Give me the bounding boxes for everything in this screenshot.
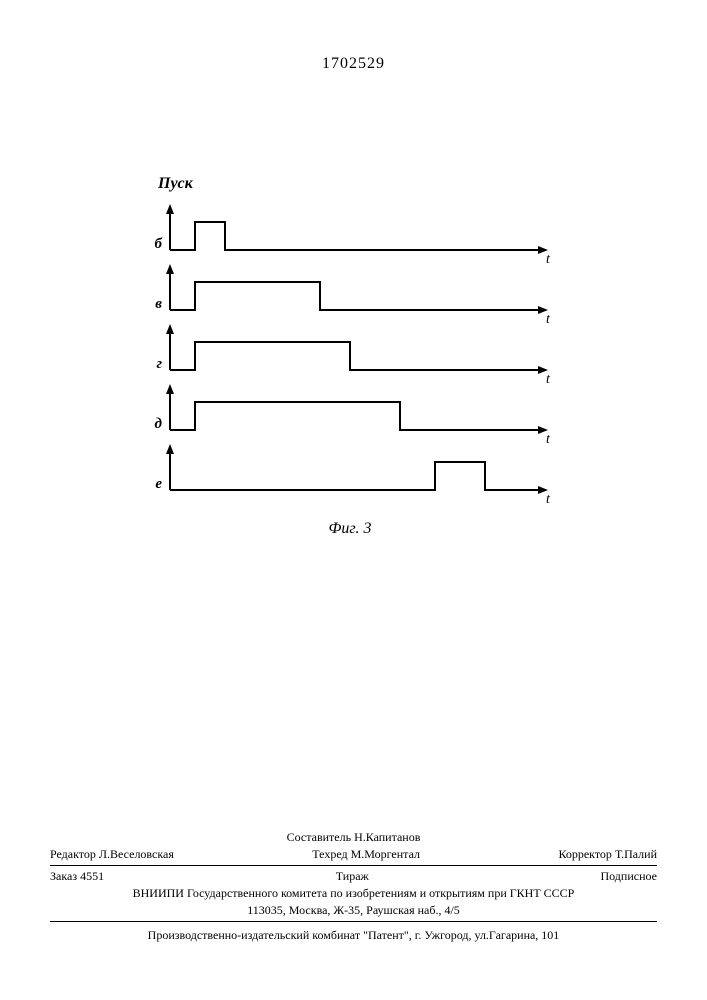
subscription: Подписное (600, 869, 657, 884)
patent-number: 1702529 (0, 55, 707, 73)
row-label-в: в (142, 296, 162, 313)
axis-label-t-3: t (546, 432, 550, 448)
diagram-header: Пуск (158, 175, 193, 193)
credits-row: Редактор Л.Веселовская Техред М.Моргента… (50, 847, 657, 862)
axis-label-t-2: t (546, 372, 550, 388)
corrector: Корректор Т.Палий (558, 847, 657, 862)
org-line-2: 113035, Москва, Ж-35, Раушская наб., 4/5 (50, 903, 657, 918)
tech: Техред М.Моргентал (312, 847, 420, 862)
row-label-б: б (142, 236, 162, 253)
axis-label-t-1: t (546, 312, 550, 328)
order-row: Заказ 4551 Тираж Подписное (50, 869, 657, 884)
axis-label-t-4: t (546, 492, 550, 508)
footer-block: Составитель Н.Капитанов Редактор Л.Весел… (50, 830, 657, 945)
divider-1 (50, 865, 657, 866)
compiler-name: Н.Капитанов (354, 830, 420, 844)
row-label-г: г (142, 356, 162, 373)
row-label-д: д (142, 416, 162, 433)
timing-svg (140, 200, 560, 530)
axis-label-t-0: t (546, 252, 550, 268)
figure-caption: Фиг. 3 (140, 520, 560, 538)
production-line: Производственно-издательский комбинат "П… (50, 928, 657, 943)
divider-2 (50, 921, 657, 922)
compiler-line: Составитель Н.Капитанов (50, 830, 657, 845)
timing-diagram: Пуск Фиг. 3 бtвtгtдtеt (140, 200, 560, 570)
row-label-е: е (142, 476, 162, 493)
editor: Редактор Л.Веселовская (50, 847, 174, 862)
order: Заказ 4551 (50, 869, 104, 884)
org-line-1: ВНИИПИ Государственного комитета по изоб… (50, 886, 657, 901)
tirage: Тираж (336, 869, 369, 884)
compiler-label: Составитель (287, 830, 351, 844)
